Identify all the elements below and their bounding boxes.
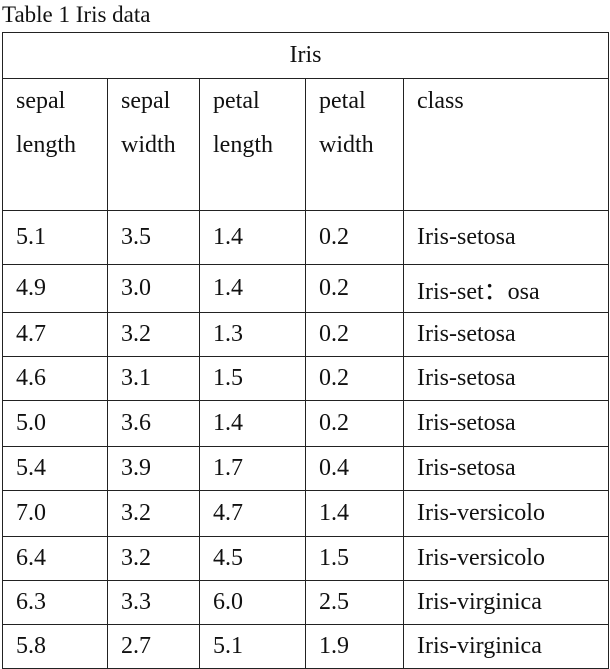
- column-header: sepal length: [2, 78, 108, 211]
- table-cell: 4.7: [2, 312, 108, 357]
- table-cell: 3.2: [107, 312, 200, 357]
- data-row: 4.7 3.2 1.3 0.2 Iris-setosa: [2, 312, 610, 357]
- table-cell: 4.6: [2, 356, 108, 401]
- column-header: class: [402, 78, 610, 211]
- table-title: Iris: [1, 32, 610, 79]
- data-row: 5.0 3.6 1.4 0.2 Iris-setosa: [2, 400, 610, 447]
- header-row: sepal length sepal width petal length petal…: [2, 78, 610, 211]
- table-cell: 1.9: [305, 624, 404, 669]
- table-cell: 0.2: [305, 312, 404, 357]
- data-row: 5.1 3.5 1.4 0.2 Iris-setosa: [2, 210, 610, 265]
- table-cell: 0.2: [305, 356, 404, 401]
- table-cell: 4.7: [199, 490, 306, 537]
- table-cell: 0.2: [305, 264, 404, 313]
- table-cell: 3.2: [107, 536, 200, 581]
- table-cell: 1.4: [305, 490, 404, 537]
- table-cell: 3.5: [107, 210, 200, 265]
- table-cell: 3.9: [107, 446, 200, 491]
- table-cell: Iris-setosa: [402, 210, 610, 265]
- column-header: petal length: [199, 78, 306, 211]
- table-cell: 1.7: [199, 446, 306, 491]
- table-cell: 3.6: [107, 400, 200, 447]
- table-cell: 0.2: [305, 210, 404, 265]
- table-cell: 0.2: [305, 400, 404, 447]
- data-row: 6.4 3.2 4.5 1.5 Iris-versicolo: [2, 536, 610, 581]
- table-body: Iris sepal length sepal width petal length…: [1, 32, 610, 669]
- table-cell: 5.0: [2, 400, 108, 447]
- table-cell: 3.3: [107, 580, 200, 625]
- table-cell: 6.3: [2, 580, 108, 625]
- table-cell: 1.5: [199, 356, 306, 401]
- column-header: sepal width: [107, 78, 200, 211]
- data-row: 5.8 2.7 5.1 1.9 Iris-virginica: [2, 624, 610, 669]
- table-cell: 4.5: [199, 536, 306, 581]
- table-cell: 5.1: [2, 210, 108, 265]
- title-row: Iris: [1, 32, 610, 79]
- table-cell: 3.1: [107, 356, 200, 401]
- table-cell: Iris-setosa: [402, 446, 610, 491]
- table-cell: Iris-set：osa: [402, 264, 610, 313]
- table-cell: 5.1: [199, 624, 306, 669]
- column-header: petal width: [305, 78, 404, 211]
- table-cell: 1.4: [199, 400, 306, 447]
- table-cell: 4.9: [2, 264, 108, 313]
- table-cell: 1.4: [199, 264, 306, 313]
- table-cell: 2.7: [107, 624, 200, 669]
- table-cell: Iris-virginica: [402, 580, 610, 625]
- table-cell: 7.0: [2, 490, 108, 537]
- data-row: 6.3 3.3 6.0 2.5 Iris-virginica: [2, 580, 610, 625]
- table-cell: 6.4: [2, 536, 108, 581]
- table-cell: 0.4: [305, 446, 404, 491]
- table-cell: Iris-virginica: [402, 624, 610, 669]
- table-cell: 5.4: [2, 446, 108, 491]
- table-cell: Iris-versicolo: [402, 490, 610, 537]
- iris-table: Iris sepal length sepal width petal length…: [1, 32, 610, 669]
- data-row: 4.9 3.0 1.4 0.2 Iris-set：osa: [2, 264, 610, 313]
- table-cell: 1.5: [305, 536, 404, 581]
- table-cell: 1.3: [199, 312, 306, 357]
- table-cell: 3.2: [107, 490, 200, 537]
- table-cell: 5.8: [2, 624, 108, 669]
- data-row: 7.0 3.2 4.7 1.4 Iris-versicolo: [2, 490, 610, 537]
- table-cell: 2.5: [305, 580, 404, 625]
- table-caption: Table 1 Iris data: [2, 2, 151, 27]
- table-cell: Iris-setosa: [402, 400, 610, 447]
- table-cell: Iris-versicolo: [402, 536, 610, 581]
- table-cell: Iris-setosa: [402, 356, 610, 401]
- table-cell: 6.0: [199, 580, 306, 625]
- data-row: 4.6 3.1 1.5 0.2 Iris-setosa: [2, 356, 610, 401]
- table-cell: 3.0: [107, 264, 200, 313]
- table-cell: 1.4: [199, 210, 306, 265]
- data-row: 5.4 3.9 1.7 0.4 Iris-setosa: [2, 446, 610, 491]
- table-cell: Iris-setosa: [402, 312, 610, 357]
